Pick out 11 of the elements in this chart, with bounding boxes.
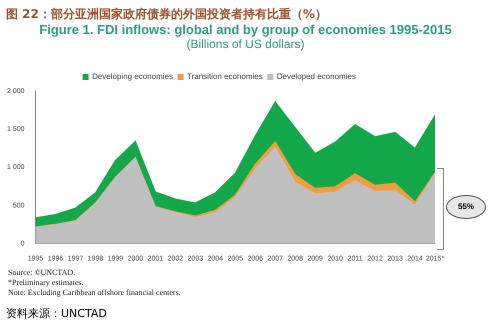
text: Note: Excluding Caribbean offshore financial centers.	[8, 288, 181, 298]
text: 55%	[446, 195, 486, 219]
chart-title: 图 22：部分亚洲国家政府债券的外国投资者持有比重（%）	[6, 6, 327, 23]
legend-label: Developing economies	[92, 72, 174, 82]
legend-label: Developed economies	[276, 72, 356, 82]
text: 资料来源：UNCTAD	[6, 306, 107, 321]
source-note: Source: ©UNCTAD.	[8, 268, 76, 278]
text: *Preliminary estimates.	[8, 278, 85, 288]
legend-label: Transition economies	[187, 72, 263, 82]
chart-subtitle: Figure 1. FDI inflows: global and by group of economies 1995-2015	[38, 22, 453, 37]
y-axis-title: (Billions of US dollars)	[185, 37, 306, 51]
